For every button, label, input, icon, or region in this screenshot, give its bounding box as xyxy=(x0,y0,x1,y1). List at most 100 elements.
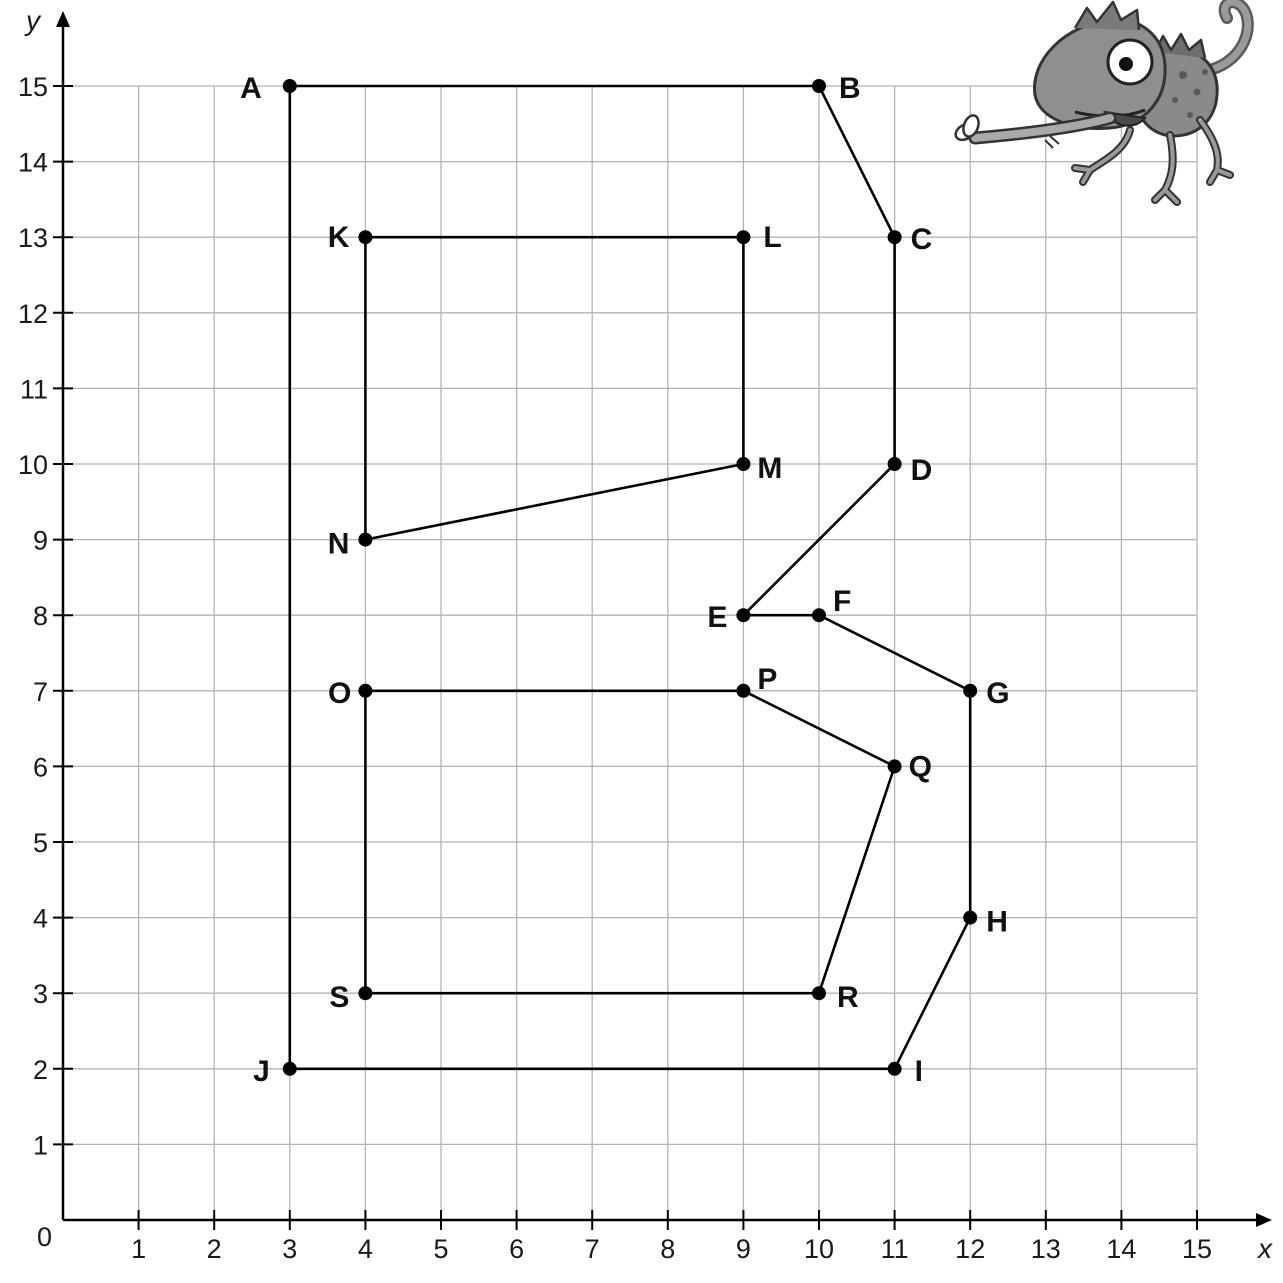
point-label: M xyxy=(757,452,782,485)
y-tick-label: 14 xyxy=(18,148,48,178)
grid xyxy=(63,85,1198,1220)
x-tick-label: 7 xyxy=(585,1234,600,1264)
point-F: F xyxy=(812,585,851,623)
point-S: S xyxy=(329,981,373,1014)
point-marker xyxy=(358,532,373,547)
chameleon-icon xyxy=(954,0,1254,206)
point-marker xyxy=(282,1061,297,1076)
y-axis-label: y xyxy=(24,5,42,36)
point-label: A xyxy=(240,72,262,105)
axes: x y 0 xyxy=(24,5,1273,1264)
point-label: E xyxy=(707,601,727,634)
point-marker xyxy=(887,230,902,245)
point-C: C xyxy=(887,223,933,256)
point-label: J xyxy=(253,1055,270,1088)
point-label: C xyxy=(911,223,933,256)
point-marker xyxy=(358,230,373,245)
point-label: P xyxy=(757,663,777,696)
point-label: S xyxy=(329,981,349,1014)
point-marker xyxy=(358,683,373,698)
x-tick-label: 8 xyxy=(660,1234,675,1264)
x-tick-label: 2 xyxy=(207,1234,222,1264)
y-tick-label: 3 xyxy=(33,979,48,1009)
point-L: L xyxy=(736,221,782,254)
y-tick-label: 9 xyxy=(33,526,48,556)
y-tick-label: 8 xyxy=(33,601,48,631)
point-marker xyxy=(736,230,751,245)
x-tick-label: 13 xyxy=(1031,1234,1061,1264)
x-tick-label: 14 xyxy=(1106,1234,1136,1264)
point-marker xyxy=(963,910,978,925)
point-label: G xyxy=(986,677,1009,710)
y-tick-label: 1 xyxy=(33,1130,48,1160)
point-marker xyxy=(812,79,826,93)
edge-DE xyxy=(742,463,896,617)
point-marker xyxy=(736,608,751,623)
point-marker xyxy=(887,759,902,774)
ticks: 1 2 3 4 5 6 7 8 9 10 11 12 13 14 151234567891011121314… xyxy=(18,72,1212,1264)
point-label: F xyxy=(833,585,851,618)
point-label: I xyxy=(915,1055,923,1088)
x-tick-label: 9 xyxy=(736,1234,751,1264)
point-G: G xyxy=(963,677,1010,710)
point-label: R xyxy=(837,981,859,1014)
point-J: J xyxy=(253,1055,297,1088)
y-tick-label: 15 xyxy=(18,72,48,102)
edge-FG xyxy=(818,614,971,692)
x-axis-arrow xyxy=(1256,1213,1272,1227)
point-Q: Q xyxy=(887,750,932,783)
point-label: O xyxy=(328,677,351,710)
point-D: D xyxy=(887,454,933,487)
point-label: N xyxy=(328,528,350,561)
y-tick-label: 7 xyxy=(33,677,48,707)
x-tick-label: 10 xyxy=(804,1234,834,1264)
point-A: A xyxy=(240,72,297,105)
point-marker xyxy=(358,986,373,1001)
x-tick-label: 1 xyxy=(131,1234,146,1264)
point-marker xyxy=(736,683,751,698)
y-tick-label: 6 xyxy=(33,752,48,782)
edge-MN xyxy=(365,462,744,541)
point-label: Q xyxy=(909,750,932,783)
point-R: R xyxy=(812,981,859,1014)
y-tick-label: 11 xyxy=(20,374,48,404)
edge-BC xyxy=(817,85,896,238)
point-B: B xyxy=(812,72,861,105)
point-label: D xyxy=(911,454,933,487)
point-P: P xyxy=(736,663,777,698)
point-H: H xyxy=(963,906,1008,939)
y-tick-label: 2 xyxy=(33,1055,48,1085)
point-label: K xyxy=(328,221,350,254)
y-tick-label: 13 xyxy=(18,223,48,253)
point-marker xyxy=(282,79,297,93)
point-marker xyxy=(963,683,978,698)
point-O: O xyxy=(328,677,373,710)
y-tick-label: 4 xyxy=(33,904,48,934)
point-label: B xyxy=(839,72,861,105)
point-N: N xyxy=(328,528,373,561)
x-tick-label: 3 xyxy=(282,1234,297,1264)
point-marker xyxy=(736,457,751,471)
point-marker xyxy=(887,1061,902,1076)
polygon-edges xyxy=(288,84,972,1071)
edge-QR xyxy=(817,765,896,994)
point-label: L xyxy=(763,221,781,254)
x-tick-label: 4 xyxy=(358,1234,373,1264)
point-E: E xyxy=(707,601,751,634)
x-tick-label: 11 xyxy=(881,1234,909,1264)
x-tick-label: 12 xyxy=(955,1234,985,1264)
y-axis-arrow xyxy=(56,11,70,27)
edge-HI xyxy=(893,917,972,1070)
points: A B C D E F G H I J K L M N O P Q R S xyxy=(240,72,1009,1088)
point-K: K xyxy=(328,221,373,254)
point-marker xyxy=(812,608,826,623)
edge-PQ xyxy=(742,689,896,768)
point-label: H xyxy=(986,906,1008,939)
y-tick-label: 5 xyxy=(33,828,48,858)
origin-label: 0 xyxy=(37,1222,52,1252)
point-I: I xyxy=(887,1055,923,1088)
point-marker xyxy=(887,457,902,471)
x-axis-label: x xyxy=(1256,1233,1273,1264)
